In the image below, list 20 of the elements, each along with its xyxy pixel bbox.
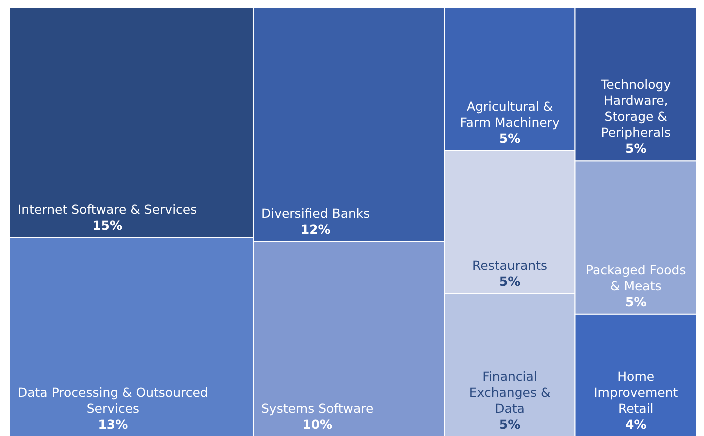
category-label: Diversified Banks — [261, 206, 370, 221]
category-label: Data Processing & Outsourced Services — [18, 385, 208, 416]
data-label: 15% — [92, 218, 123, 233]
category-label: Agricultural & Farm Machinery — [460, 99, 560, 130]
data-label: 5% — [499, 274, 522, 289]
category-label: Restaurants — [472, 258, 548, 273]
category-label: Systems Software — [261, 401, 374, 416]
data-label: 10% — [302, 417, 334, 432]
category-label: Technology Hardware, Storage & Peripherals — [600, 77, 672, 140]
category-label: Packaged Foods & Meats — [586, 262, 686, 294]
data-label: 12% — [300, 222, 332, 237]
category-label: Financial Exchanges & Data — [469, 369, 551, 416]
data-label: 5% — [626, 294, 648, 310]
data-label: 5% — [499, 131, 522, 146]
data-label: 5% — [499, 417, 522, 432]
category-label: Internet Software & Services — [18, 202, 198, 217]
data-label: 13% — [98, 417, 129, 432]
data-label: 5% — [626, 141, 648, 156]
category-label: Home Improvement Retail — [594, 369, 678, 416]
data-label: 4% — [626, 417, 648, 432]
